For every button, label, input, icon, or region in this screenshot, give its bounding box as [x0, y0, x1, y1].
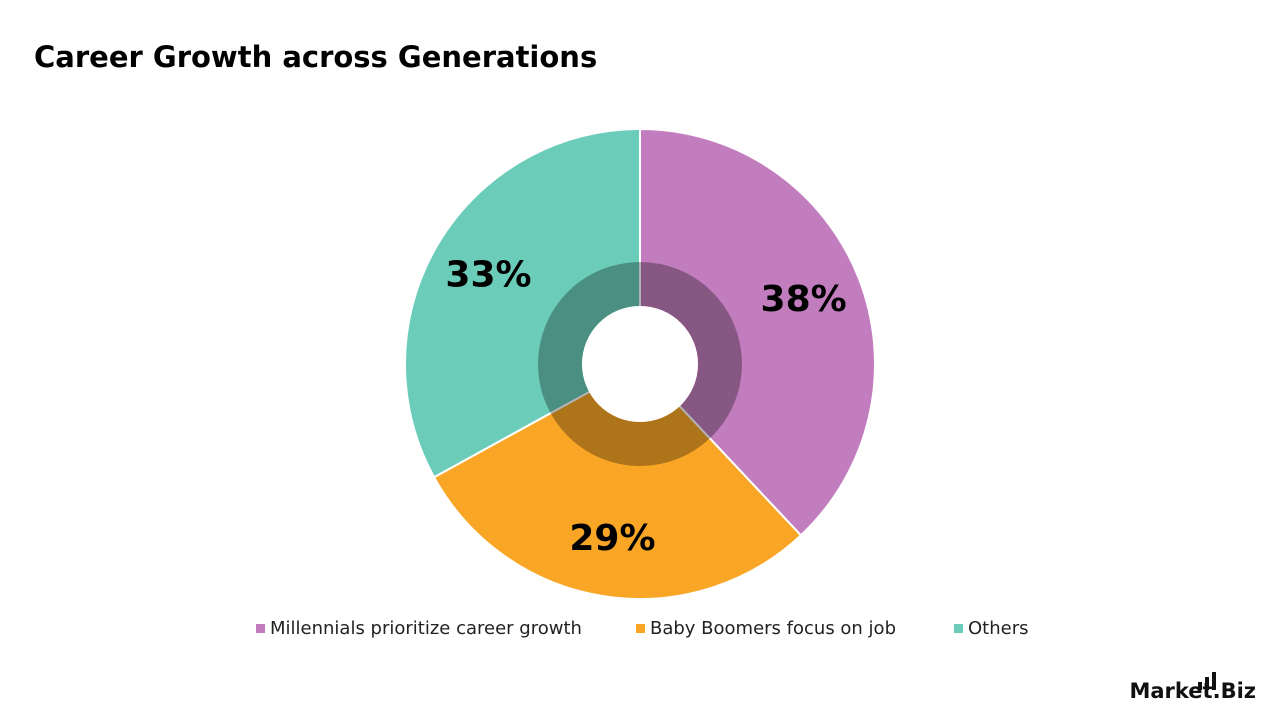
- data-label: 33%: [445, 254, 531, 295]
- slice: [639, 127, 876, 537]
- hole: [582, 306, 698, 422]
- logo-icon: [1198, 672, 1216, 690]
- chart-title: Career Growth across Generations: [34, 40, 597, 74]
- legend-swatch: [954, 624, 963, 633]
- slice: [404, 127, 641, 479]
- donut: 38% 29% 33%: [404, 127, 876, 600]
- legend-label: Others: [968, 618, 1029, 639]
- legend: Millennials prioritize career growth Baby…: [256, 618, 1029, 639]
- slice: [432, 362, 803, 600]
- legend-swatch: [256, 624, 265, 633]
- inner-ring: [538, 262, 742, 466]
- legend-label: Baby Boomers focus on job: [650, 618, 896, 639]
- data-label: 29%: [569, 518, 655, 559]
- legend-swatch: [636, 624, 645, 633]
- legend-label: Millennials prioritize career growth: [270, 618, 582, 639]
- logo: Market.Biz: [1129, 679, 1256, 703]
- data-label: 38%: [761, 279, 847, 320]
